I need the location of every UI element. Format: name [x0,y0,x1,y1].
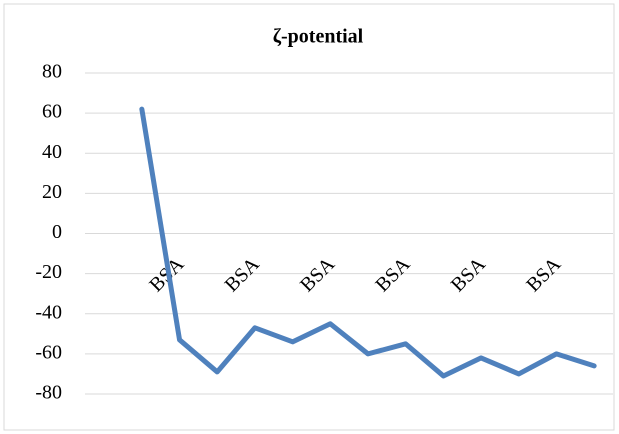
y-tick-label: 80 [42,61,62,83]
y-tick-label: -20 [35,261,62,283]
y-tick-label: -40 [35,301,62,323]
y-tick-label: -60 [35,341,62,363]
y-tick-label: 20 [42,181,62,203]
chart-border [3,3,615,431]
data-line [139,106,597,379]
y-tick-label: 60 [42,101,62,123]
y-tick-label: -80 [35,382,62,404]
y-tick-label: 40 [42,141,62,163]
chart-title: ζ-potential [273,26,364,48]
y-tick-label: 0 [52,221,62,243]
